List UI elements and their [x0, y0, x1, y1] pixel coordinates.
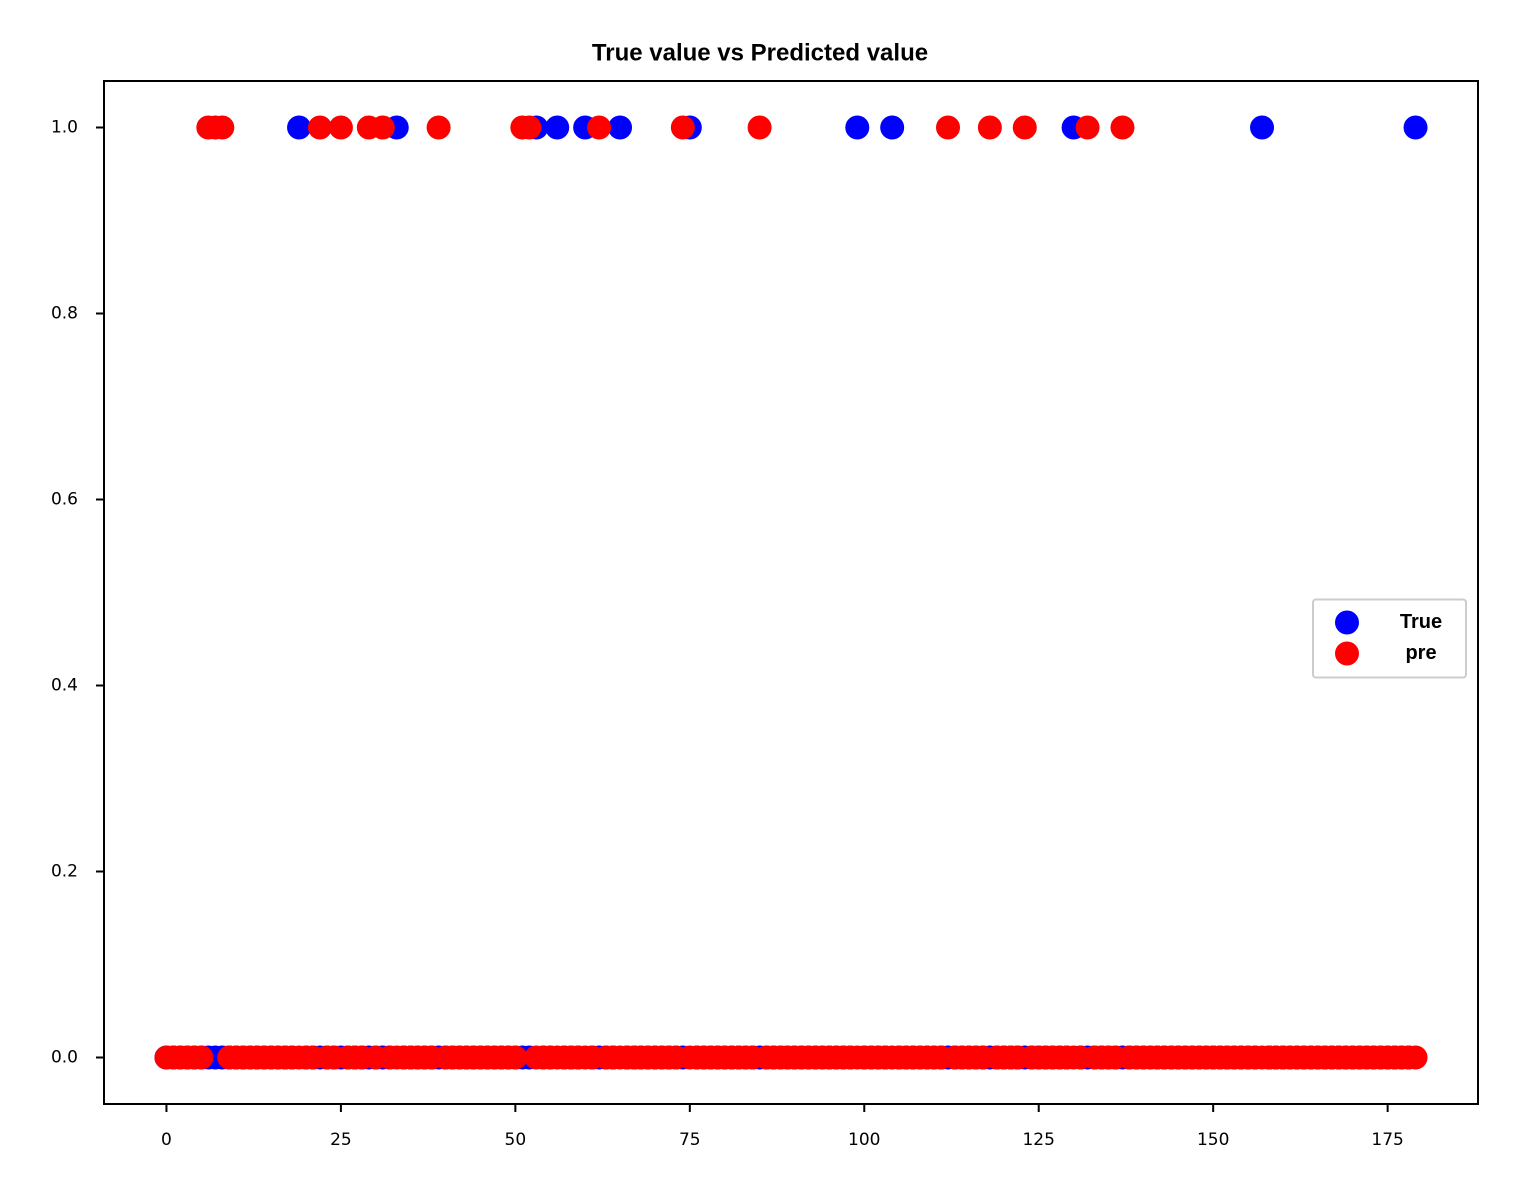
x-tick-label: 100	[848, 1130, 880, 1150]
point	[426, 115, 451, 140]
x-tick-label: 75	[679, 1130, 701, 1150]
plot-frame	[103, 80, 1479, 1105]
point	[1012, 115, 1037, 140]
y-tick-label: 0.8	[51, 304, 78, 324]
point	[307, 115, 332, 140]
point	[503, 1045, 528, 1070]
legend-box	[1312, 598, 1467, 679]
point	[936, 115, 961, 140]
point	[880, 115, 905, 140]
point	[1403, 115, 1428, 140]
point	[287, 115, 312, 140]
point	[210, 115, 235, 140]
x-tick-label: 25	[330, 1130, 352, 1150]
point	[1110, 115, 1135, 140]
legend-label: True	[1400, 611, 1442, 633]
legend-label: pre	[1405, 642, 1436, 664]
chart-title: True value vs Predicted value	[592, 39, 928, 66]
point	[845, 115, 870, 140]
x-tick-label: 125	[1022, 1130, 1054, 1150]
plot-area	[154, 115, 1428, 1070]
legend-marker	[1335, 610, 1359, 635]
y-tick-label: 1.0	[51, 118, 78, 138]
y-tick-label: 0.4	[51, 676, 78, 696]
point	[370, 115, 395, 140]
point	[977, 115, 1002, 140]
point	[517, 115, 542, 140]
point	[670, 115, 695, 140]
point	[545, 115, 570, 140]
y-tick-label: 0.0	[51, 1048, 78, 1068]
point	[608, 115, 633, 140]
y-tick-label: 0.2	[51, 862, 78, 882]
x-tick-label: 150	[1197, 1130, 1229, 1150]
point	[1403, 1045, 1428, 1070]
point	[189, 1045, 214, 1070]
legend-marker	[1335, 641, 1359, 666]
point	[587, 115, 612, 140]
point	[1250, 115, 1275, 140]
x-tick-label: 50	[505, 1130, 527, 1150]
x-tick-label: 0	[161, 1130, 172, 1150]
point	[747, 115, 772, 140]
point	[328, 115, 353, 140]
y-tick-label: 0.6	[51, 490, 78, 510]
point	[1075, 115, 1100, 140]
x-tick-label: 175	[1371, 1130, 1403, 1150]
